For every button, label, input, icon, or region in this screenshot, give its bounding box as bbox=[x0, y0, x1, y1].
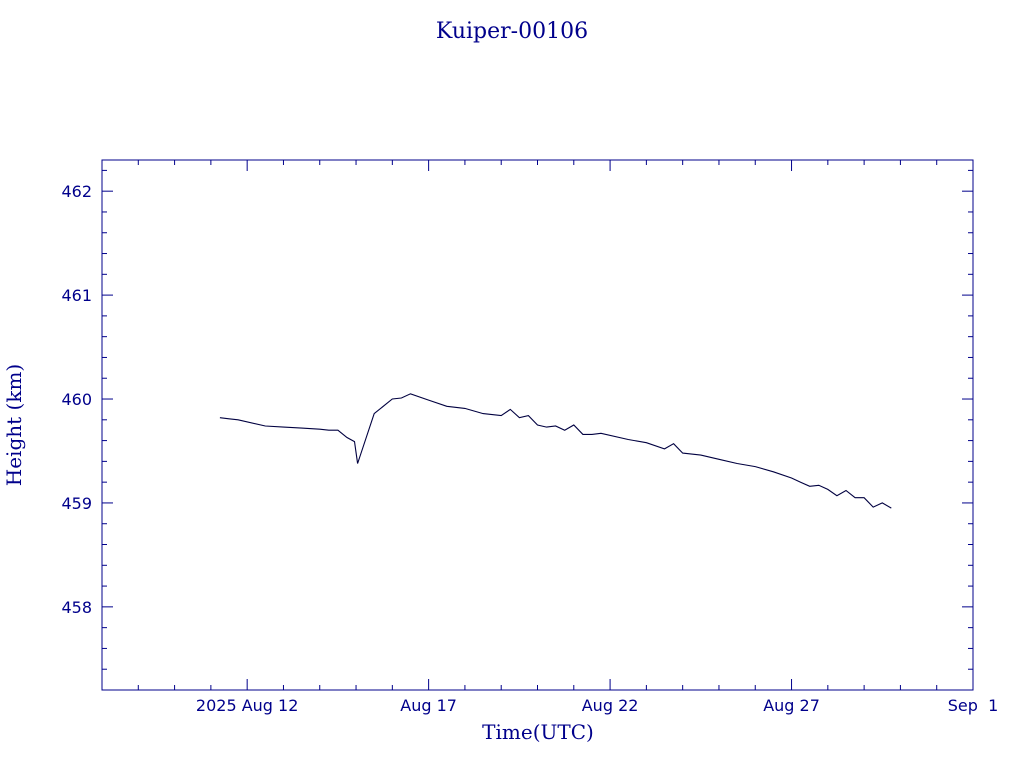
y-tick-label: 458 bbox=[61, 598, 92, 617]
series-line bbox=[219, 393, 892, 509]
axis-ticks bbox=[101, 160, 974, 691]
y-tick-label: 461 bbox=[61, 286, 92, 305]
x-tick-label: Aug 17 bbox=[400, 696, 457, 715]
y-axis-label: Height (km) bbox=[2, 364, 26, 486]
y-tick-label: 460 bbox=[61, 390, 92, 409]
y-tick-label: 459 bbox=[61, 494, 92, 513]
y-tick-label: 462 bbox=[61, 182, 92, 201]
y-tick-labels: 458 459 460 461 462 bbox=[61, 182, 92, 617]
x-axis-label: Time(UTC) bbox=[482, 720, 594, 744]
x-tick-label: Aug 22 bbox=[582, 696, 639, 715]
x-tick-label: Sep 1 bbox=[948, 696, 999, 715]
x-tick-labels: 2025 Aug 12 Aug 17 Aug 22 Aug 27 Sep 1 bbox=[196, 696, 998, 715]
chart-title: Kuiper-00106 bbox=[436, 19, 588, 44]
x-tick-label: 2025 Aug 12 bbox=[196, 696, 299, 715]
x-tick-label: Aug 27 bbox=[763, 696, 820, 715]
